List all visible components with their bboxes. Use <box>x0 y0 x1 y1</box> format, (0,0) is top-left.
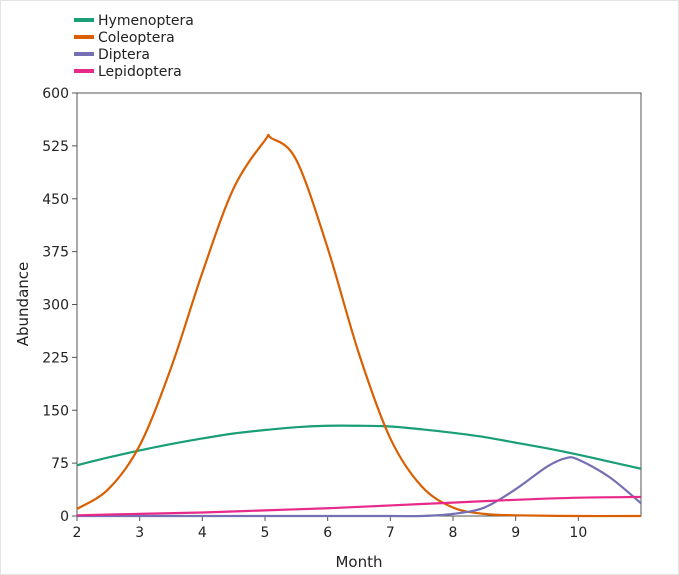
x-tick-label: 8 <box>449 525 458 541</box>
plot-area <box>76 92 642 517</box>
y-tick-label: 450 <box>42 192 69 208</box>
series-line-lepidoptera <box>76 495 642 517</box>
series-line-hymenoptera <box>76 424 642 470</box>
x-tick-label: 9 <box>511 525 520 541</box>
y-tick-label: 300 <box>42 298 69 314</box>
x-tick-label: 3 <box>135 525 144 541</box>
x-tick-label: 7 <box>386 525 395 541</box>
y-tick-label: 0 <box>60 509 69 525</box>
x-tick-label: 4 <box>198 525 207 541</box>
legend-label-hymenoptera: Hymenoptera <box>98 13 194 29</box>
series-line-coleoptera <box>76 133 642 518</box>
x-tick-label: 10 <box>569 525 587 541</box>
legend-label-diptera: Diptera <box>98 47 150 63</box>
y-tick-label: 375 <box>42 245 69 261</box>
y-tick-label: 600 <box>42 86 69 102</box>
y-axis-title: Abundance <box>14 262 32 347</box>
legend-label-lepidoptera: Lepidoptera <box>98 64 182 80</box>
y-tick-label: 150 <box>42 403 69 419</box>
x-tick-label: 2 <box>73 525 82 541</box>
x-axis: 2 3 4 5 6 7 8 9 10 <box>73 516 587 541</box>
x-axis-title: Month <box>335 553 382 571</box>
y-tick-label: 225 <box>42 350 69 366</box>
y-tick-label: 75 <box>51 456 69 472</box>
series-lines <box>76 133 642 518</box>
x-tick-label: 5 <box>261 525 270 541</box>
y-axis: 0 75 150 225 300 375 450 525 600 <box>42 86 77 525</box>
y-tick-label: 525 <box>42 139 69 155</box>
x-tick-label: 6 <box>323 525 332 541</box>
series-line-diptera <box>76 456 642 518</box>
legend-label-coleoptera: Coleoptera <box>98 30 175 46</box>
